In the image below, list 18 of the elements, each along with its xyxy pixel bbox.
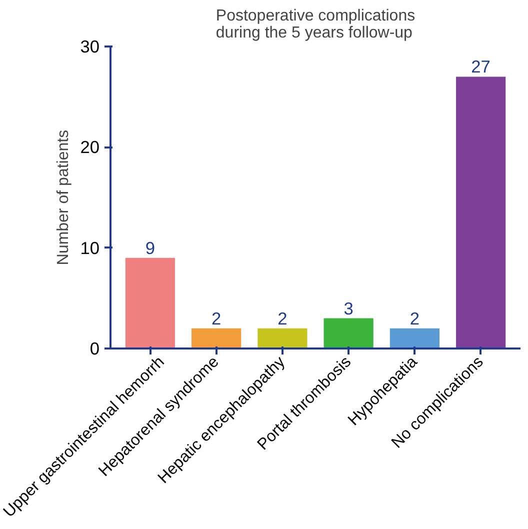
chart-title: Postoperative complications during the 5 years follow-up xyxy=(216,8,416,42)
data-label: 2 xyxy=(278,308,288,328)
data-label: 3 xyxy=(344,298,354,318)
bar xyxy=(258,328,308,348)
y-tick-label: 30 xyxy=(80,36,100,56)
data-label: 2 xyxy=(211,308,222,328)
bar xyxy=(125,258,175,348)
y-tick-label: 20 xyxy=(80,137,100,158)
bar xyxy=(324,318,374,348)
data-label: 2 xyxy=(410,308,420,328)
bar xyxy=(192,328,242,348)
bar xyxy=(390,328,440,348)
y-tick-label: 0 xyxy=(90,338,100,358)
bar xyxy=(456,76,506,348)
data-label: 9 xyxy=(145,238,155,258)
data-label: 27 xyxy=(471,56,490,77)
y-axis-title: Number of patients xyxy=(55,130,72,266)
y-tick-label: 10 xyxy=(80,238,100,258)
